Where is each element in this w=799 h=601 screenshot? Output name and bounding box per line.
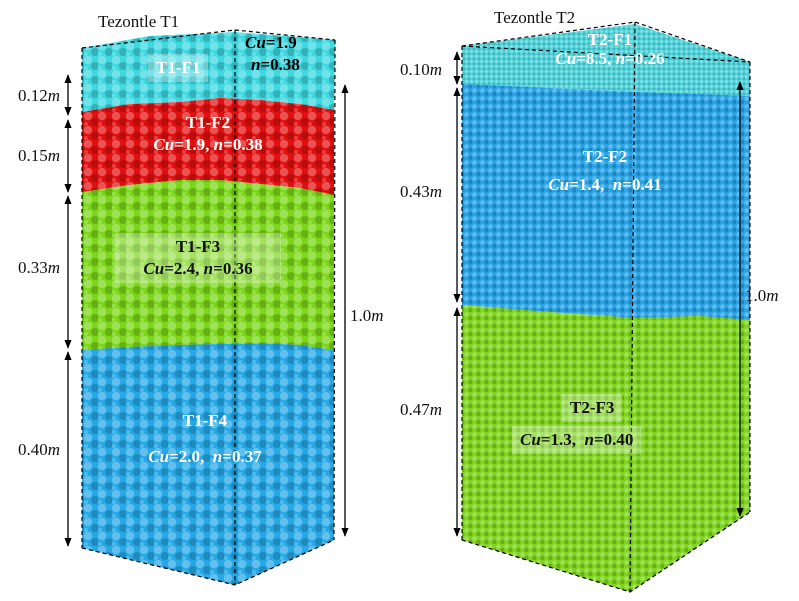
t1-dimension-arrows <box>64 74 349 547</box>
t2-f2-label: T2-F2 Cu=1.4, n=0.41 <box>548 147 662 194</box>
t1-f3-label: T1-F3 Cu=2.4, n=0.36 <box>115 233 281 283</box>
t1-f4-thickness: 0.40m <box>18 440 61 459</box>
t1-f1-name-label: T1-F1 <box>148 54 209 82</box>
column-t1 <box>81 29 336 586</box>
t1-f1-properties-label: Cu=1.9 n=0.38 <box>245 33 300 74</box>
t2-f1-label: T2-F1 Cu=8.5, n=0.26 <box>555 30 665 68</box>
t2-total-height: 1.0m <box>745 286 779 305</box>
t2-dimension-arrows <box>453 51 744 537</box>
t1-f2-label: T1-F2 Cu=1.9, n=0.38 <box>153 113 263 154</box>
t1-box-edges <box>81 29 336 586</box>
t2-f1-thickness: 0.10m <box>400 60 443 79</box>
t1-total-height: 1.0m <box>350 306 384 325</box>
t1-title: Tezontle T1 <box>98 12 180 31</box>
t1-f1-thickness: 0.12m <box>18 86 61 105</box>
t1-f3-thickness: 0.33m <box>18 258 61 277</box>
t2-f2-thickness: 0.43m <box>400 182 443 201</box>
t2-texture <box>462 24 750 592</box>
t1-f4-label: T1-F4 Cu=2.0, n=0.37 <box>148 411 262 466</box>
column-t2 <box>461 21 751 593</box>
t1-f2-thickness: 0.15m <box>18 146 61 165</box>
t2-title: Tezontle T2 <box>494 8 576 27</box>
t2-f3-thickness: 0.47m <box>400 400 443 419</box>
t2-f3-properties-label: Cu=1.3, n=0.40 <box>512 426 642 454</box>
t1-texture <box>82 32 335 585</box>
t2-box-edges <box>461 21 751 593</box>
t2-f3-name-label: T2-F3 <box>562 394 623 422</box>
